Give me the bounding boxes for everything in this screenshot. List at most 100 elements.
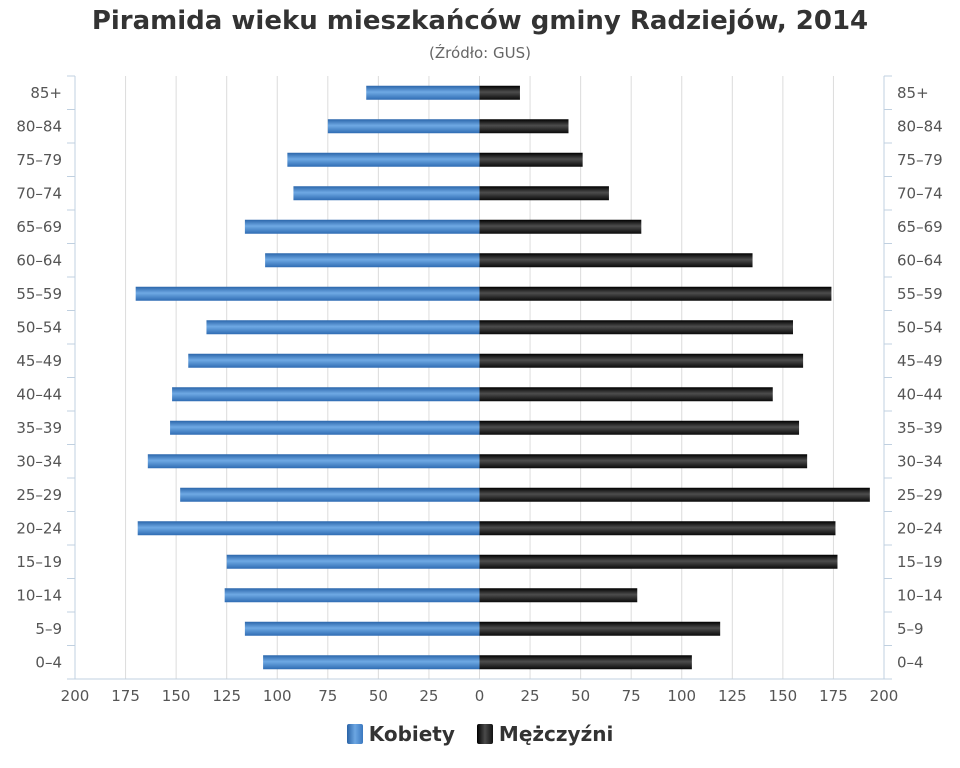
bar-women[interactable]: [244, 621, 480, 636]
bar-men[interactable]: [479, 119, 569, 134]
bar-men[interactable]: [479, 253, 753, 268]
bar-men[interactable]: [479, 387, 773, 402]
legend-label-men: Mężczyźni: [498, 722, 614, 746]
bar-men[interactable]: [479, 655, 692, 670]
y-category-label-right: 20–24: [897, 519, 943, 537]
labels-layer: 200 175 150 125 100 75 50 25 0 25 50 75 100 125 150 175…: [16, 84, 942, 705]
y-category-label-left: 30–34: [16, 452, 62, 470]
x-tick-label: 150: [769, 687, 798, 705]
y-category-label-left: 85+: [30, 84, 62, 102]
x-tick-label: 0: [475, 687, 485, 705]
y-category-label-right: 85+: [897, 84, 929, 102]
x-tick-label: 100: [263, 687, 292, 705]
bar-women[interactable]: [224, 588, 480, 603]
y-category-label-left: 45–49: [16, 352, 62, 370]
bar-women[interactable]: [366, 85, 480, 100]
y-category-label-left: 10–14: [16, 586, 62, 604]
y-category-label-right: 15–19: [897, 553, 943, 571]
bar-men[interactable]: [479, 186, 609, 201]
y-category-label-right: 10–14: [897, 586, 943, 604]
bar-women[interactable]: [147, 454, 480, 469]
bar-men[interactable]: [479, 487, 870, 502]
y-category-label-right: 40–44: [897, 385, 943, 403]
x-tick-label: 200: [61, 687, 90, 705]
legend: Kobiety Mężczyźni: [0, 722, 960, 746]
bar-men[interactable]: [479, 420, 800, 435]
bar-men[interactable]: [479, 286, 832, 301]
bar-women[interactable]: [263, 655, 480, 670]
y-category-label-right: 25–29: [897, 486, 943, 504]
bar-men[interactable]: [479, 353, 804, 368]
legend-item-women[interactable]: Kobiety: [346, 722, 455, 746]
bar-men[interactable]: [479, 588, 638, 603]
y-category-label-left: 40–44: [16, 385, 62, 403]
chart-subtitle: (Źródło: GUS): [429, 44, 531, 62]
y-category-label-right: 35–39: [897, 419, 943, 437]
legend-label-women: Kobiety: [368, 722, 455, 746]
x-tick-label: 175: [819, 687, 848, 705]
bar-men[interactable]: [479, 554, 838, 569]
bar-women[interactable]: [226, 554, 480, 569]
x-tick-label: 25: [521, 687, 540, 705]
y-category-label-left: 20–24: [16, 519, 62, 537]
chart-title: Piramida wieku mieszkańców gminy Radziej…: [91, 6, 869, 36]
y-category-label-left: 50–54: [16, 318, 62, 336]
bar-women[interactable]: [327, 119, 480, 134]
y-category-label-right: 50–54: [897, 318, 943, 336]
y-category-label-left: 65–69: [16, 218, 62, 236]
axis-layer: [67, 75, 892, 680]
grid-layer: [125, 76, 834, 679]
y-category-label-left: 70–74: [16, 184, 62, 202]
bar-women[interactable]: [206, 320, 480, 335]
legend-swatch-men: [476, 724, 493, 744]
bar-women[interactable]: [172, 387, 480, 402]
x-tick-label: 25: [419, 687, 438, 705]
y-category-label-right: 80–84: [897, 117, 943, 135]
y-category-label-left: 25–29: [16, 486, 62, 504]
bar-men[interactable]: [479, 454, 808, 469]
x-tick-label: 150: [162, 687, 191, 705]
bar-women[interactable]: [137, 521, 480, 536]
x-tick-label: 175: [111, 687, 140, 705]
y-category-label-right: 30–34: [897, 452, 943, 470]
y-category-label-right: 65–69: [897, 218, 943, 236]
bars-layer: [135, 85, 870, 670]
y-category-label-left: 15–19: [16, 553, 62, 571]
bar-women[interactable]: [188, 353, 480, 368]
y-category-label-right: 70–74: [897, 184, 943, 202]
y-category-label-left: 75–79: [16, 151, 62, 169]
bar-men[interactable]: [479, 621, 721, 636]
bar-women[interactable]: [265, 253, 480, 268]
x-tick-label: 50: [369, 687, 388, 705]
bar-men[interactable]: [479, 219, 642, 234]
y-category-label-right: 55–59: [897, 285, 943, 303]
x-tick-label: 75: [622, 687, 641, 705]
bar-women[interactable]: [287, 152, 480, 167]
x-tick-label: 75: [318, 687, 337, 705]
y-category-label-left: 5–9: [35, 620, 62, 638]
bar-men[interactable]: [479, 320, 793, 335]
legend-swatch-women: [346, 724, 363, 744]
y-category-label-right: 0–4: [897, 653, 924, 671]
bar-men[interactable]: [479, 85, 520, 100]
x-tick-label: 50: [571, 687, 590, 705]
y-category-label-right: 60–64: [897, 251, 943, 269]
x-tick-label: 200: [870, 687, 899, 705]
legend-item-men[interactable]: Mężczyźni: [476, 722, 614, 746]
bar-men[interactable]: [479, 521, 836, 536]
bar-women[interactable]: [293, 186, 480, 201]
bar-women[interactable]: [244, 219, 480, 234]
y-category-label-left: 80–84: [16, 117, 62, 135]
bar-women[interactable]: [135, 286, 480, 301]
y-category-label-right: 45–49: [897, 352, 943, 370]
y-category-label-right: 5–9: [897, 620, 924, 638]
bar-men[interactable]: [479, 152, 583, 167]
x-tick-label: 125: [212, 687, 241, 705]
y-category-label-left: 35–39: [16, 419, 62, 437]
y-category-label-left: 0–4: [35, 653, 62, 671]
x-tick-label: 125: [718, 687, 747, 705]
bar-women[interactable]: [180, 487, 480, 502]
bar-women[interactable]: [170, 420, 480, 435]
x-tick-label: 100: [667, 687, 696, 705]
